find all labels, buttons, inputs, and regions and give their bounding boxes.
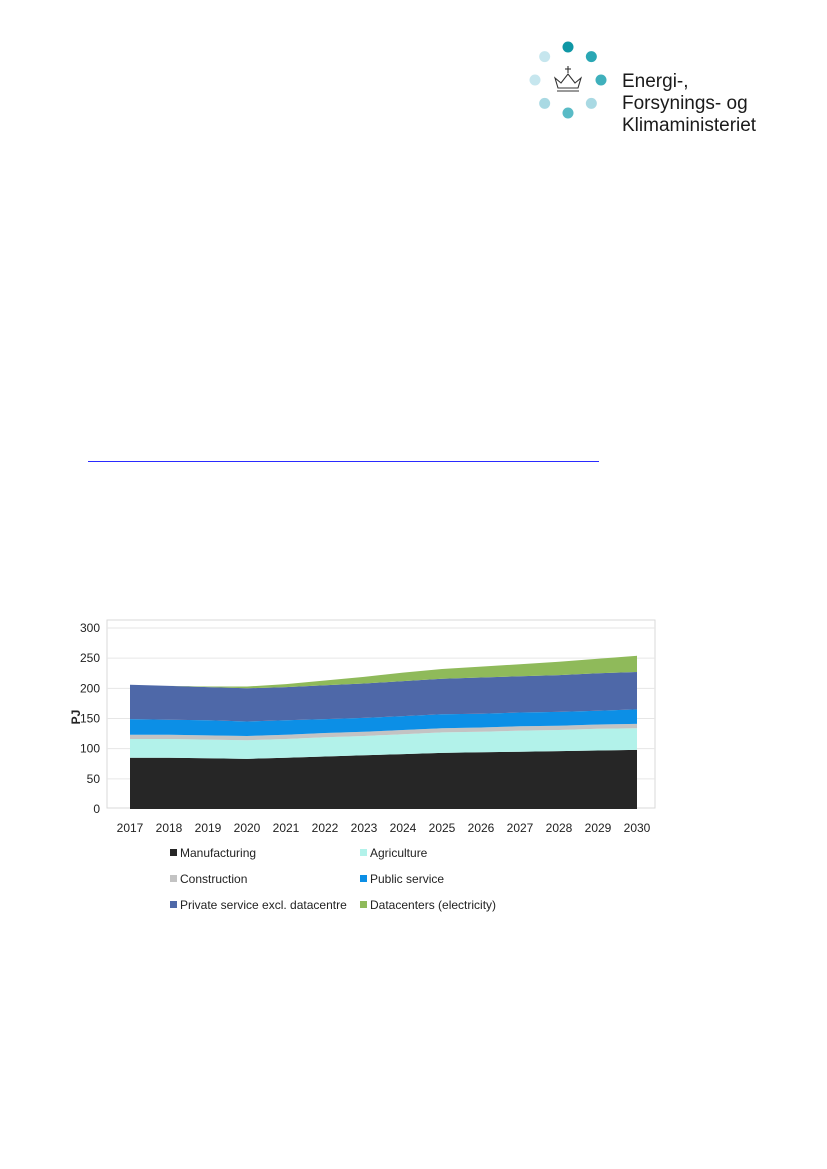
logo-dot xyxy=(595,74,607,86)
logo-dot xyxy=(562,107,574,119)
x-tick-label: 2018 xyxy=(156,821,183,835)
x-tick-label: 2025 xyxy=(429,821,456,835)
x-tick-label: 2029 xyxy=(585,821,612,835)
legend-swatch xyxy=(170,901,177,908)
y-tick-label: 150 xyxy=(80,712,100,726)
ministry-logo xyxy=(529,41,607,119)
x-tick-label: 2024 xyxy=(390,821,417,835)
legend-label: Construction xyxy=(180,872,247,886)
logo-wordmark: Energi-, Forsynings- og Klimaministeriet xyxy=(622,71,756,137)
legend-label: Private service excl. datacentre xyxy=(180,898,347,912)
area-construction xyxy=(130,723,637,741)
legend-swatch xyxy=(170,849,177,856)
y-tick-label: 300 xyxy=(80,621,100,635)
area-agriculture xyxy=(130,728,637,759)
hyperlink-underline[interactable] xyxy=(88,461,599,462)
logo-dot xyxy=(529,74,541,86)
x-tick-label: 2019 xyxy=(195,821,222,835)
x-tick-label: 2022 xyxy=(312,821,339,835)
logo-dot xyxy=(539,51,551,63)
area-datacenters-electricity xyxy=(130,655,637,689)
x-axis-ticks: 2017 2018 2019 2020 2021 2022 2023 2024 2025 2026… xyxy=(117,821,651,835)
crown-icon xyxy=(553,66,583,92)
y-tick-label: 100 xyxy=(80,742,100,756)
logo-dot xyxy=(585,51,597,63)
y-tick-label: 0 xyxy=(93,802,100,816)
logo-dot-ring xyxy=(529,41,607,119)
legend-swatch xyxy=(360,875,367,882)
legend-swatch xyxy=(170,875,177,882)
legend-label: Agriculture xyxy=(370,846,428,860)
x-tick-label: 2028 xyxy=(546,821,573,835)
area-private-service-excl-datacentre xyxy=(130,672,637,722)
logo-line-2: Forsynings- og xyxy=(622,93,748,114)
x-tick-label: 2021 xyxy=(273,821,300,835)
chart-areas xyxy=(130,655,637,809)
x-tick-label: 2030 xyxy=(624,821,651,835)
logo-dot xyxy=(585,97,597,109)
x-tick-label: 2026 xyxy=(468,821,495,835)
chart-legend: Manufacturing Agriculture Construction Publ… xyxy=(170,846,496,912)
area-manufacturing xyxy=(130,749,637,809)
y-axis-label: PJ xyxy=(70,710,83,725)
x-tick-label: 2020 xyxy=(234,821,261,835)
y-axis-ticks: 0 50 100 150 200 250 300 xyxy=(80,621,100,816)
logo-line-1: Energi-, xyxy=(622,71,689,92)
legend-label: Manufacturing xyxy=(180,846,256,860)
x-tick-label: 2027 xyxy=(507,821,534,835)
area-public-service xyxy=(130,709,637,736)
x-tick-label: 2023 xyxy=(351,821,378,835)
legend-swatch xyxy=(360,901,367,908)
y-tick-label: 250 xyxy=(80,651,100,665)
y-tick-label: 200 xyxy=(80,681,100,695)
x-tick-label: 2017 xyxy=(117,821,144,835)
legend-swatch xyxy=(360,849,367,856)
legend-label: Datacenters (electricity) xyxy=(370,898,496,912)
legend-label: Public service xyxy=(370,872,444,886)
logo-line-3: Klimaministeriet xyxy=(622,115,757,136)
y-tick-label: 50 xyxy=(87,772,101,786)
logo-dot xyxy=(562,41,574,53)
logo-dot xyxy=(539,97,551,109)
